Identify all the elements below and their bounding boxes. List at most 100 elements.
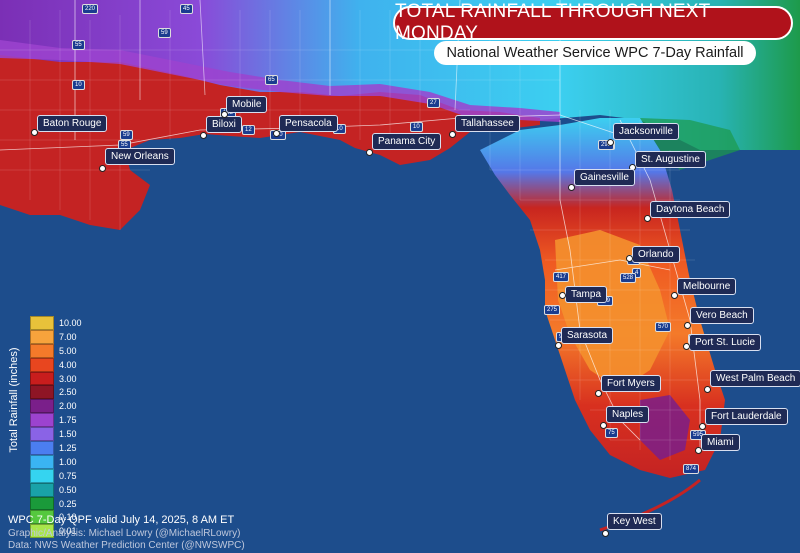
city-dot — [366, 149, 373, 156]
legend-label: 2.50 — [59, 387, 77, 398]
legend-axis-label: Total Rainfall (inches) — [8, 347, 20, 453]
interstate-shield: 75 — [605, 428, 618, 438]
city-name: Panama City — [378, 136, 436, 147]
city-name: Miami — [707, 437, 734, 448]
interstate-shield: 528 — [620, 273, 637, 283]
city-label-jacksonville: Jacksonville — [607, 123, 679, 146]
city-dot — [684, 322, 691, 329]
state-boundaries — [139, 0, 561, 115]
legend-label: 1.25 — [59, 443, 77, 454]
city-name: Mobile — [232, 99, 262, 110]
legend-swatch: 2.00 — [30, 399, 77, 414]
city-label-key-west: Key West — [602, 513, 662, 537]
footer-data-source: Data: NWS Weather Prediction Center (@NW… — [8, 540, 245, 551]
legend-swatch: 0.50 — [30, 482, 77, 497]
city-dot — [559, 292, 566, 299]
legend-label: 1.75 — [59, 415, 77, 426]
city-name: Fort Myers — [607, 378, 655, 389]
legend-label: 0.01 — [59, 526, 77, 537]
interstate-shield: 65 — [265, 75, 278, 85]
city-dot — [683, 343, 690, 350]
legend-label: 1.00 — [59, 456, 77, 467]
city-dot — [695, 447, 702, 454]
legend-label: 5.00 — [59, 345, 77, 356]
city-name: Baton Rouge — [43, 118, 102, 129]
city-label-tampa: Tampa — [559, 286, 608, 303]
city-dot — [607, 139, 614, 146]
city-label-vero-beach: Vero Beach — [684, 307, 754, 329]
footer-valid-time: WPC 7-Day QPF valid July 14, 2025, 8 AM … — [8, 514, 235, 526]
footer-credit: Graphic/Analysis: Michael Lowry (@Michae… — [8, 528, 241, 539]
central-florida-orange — [555, 230, 670, 390]
legend-label: 0.50 — [59, 484, 77, 495]
legend-label: 0.75 — [59, 470, 77, 481]
city-label-pensacola: Pensacola — [273, 115, 338, 137]
city-dot — [449, 131, 456, 138]
city-dot — [699, 423, 706, 430]
city-label-daytona-beach: Daytona Beach — [644, 201, 731, 222]
legend-swatch: 1.50 — [30, 427, 77, 442]
city-name: Biloxi — [212, 119, 236, 130]
city-dot — [644, 215, 651, 222]
city-label-fort-lauderdale: Fort Lauderdale — [699, 408, 788, 430]
city-dot — [221, 111, 228, 118]
city-dot — [704, 386, 711, 393]
city-name: Melbourne — [683, 281, 731, 292]
city-dot — [99, 165, 106, 172]
city-label-tallahassee: Tallahassee — [449, 115, 520, 138]
legend-label: 0.25 — [59, 498, 77, 509]
legend-swatch: 5.00 — [30, 343, 77, 358]
city-label-panama-city: Panama City — [366, 133, 442, 156]
city-dot — [273, 130, 280, 137]
legend-swatch: 0.01 — [30, 524, 77, 539]
city-label-orlando: Orlando — [626, 246, 680, 263]
map-subtitle: National Weather Service WPC 7-Day Rainf… — [434, 41, 756, 65]
city-label-west-palm-beach: West Palm Beach — [704, 370, 800, 393]
city-label-biloxi: Biloxi — [200, 116, 242, 139]
legend-swatch: 0.75 — [30, 468, 77, 483]
south-florida-purple — [640, 395, 690, 460]
legend-label: 7.00 — [59, 331, 77, 342]
interstate-shield: 874 — [683, 464, 700, 474]
city-name: Key West — [613, 516, 656, 527]
city-dot — [626, 255, 633, 262]
legend-swatch: 1.00 — [30, 454, 77, 469]
city-name: Orlando — [638, 249, 674, 260]
city-name: Jacksonville — [619, 126, 673, 137]
interstate-shield: 417 — [553, 272, 570, 282]
city-label-st-augustine: St. Augustine — [629, 151, 706, 171]
legend-label: 0.10 — [59, 512, 77, 523]
city-name: Tallahassee — [461, 118, 514, 129]
county-lines — [0, 10, 720, 460]
rainfall-legend: 10.00 7.00 5.00 4.00 3.00 2.50 2.00 1.75 1.50 1.2… — [30, 316, 82, 539]
interstate-shield: 220 — [82, 4, 99, 14]
interstate-shield: 59 — [158, 28, 171, 38]
city-dot — [200, 132, 207, 139]
legend-label: 4.00 — [59, 359, 77, 370]
city-name: Gainesville — [580, 172, 629, 183]
city-dot — [568, 184, 575, 191]
city-name: West Palm Beach — [716, 373, 796, 384]
city-dot — [600, 422, 607, 429]
map-title: TOTAL RAINFALL THROUGH NEXT MONDAY — [393, 1, 793, 44]
city-name: Naples — [612, 409, 644, 420]
legend-swatch: 0.25 — [30, 496, 77, 511]
city-label-miami: Miami — [695, 434, 740, 454]
interstate-shield: 570 — [655, 322, 672, 332]
city-label-baton-rouge: Baton Rouge — [31, 115, 108, 136]
legend-swatch: 3.00 — [30, 371, 77, 386]
interstate-shield: 45 — [180, 4, 193, 14]
city-name: New Orleans — [111, 151, 169, 162]
interstate-shield: 12 — [242, 125, 255, 135]
city-name: Tampa — [571, 289, 602, 300]
city-dot — [555, 342, 562, 349]
legend-swatch: 1.25 — [30, 441, 77, 455]
legend-swatch: 2.50 — [30, 385, 77, 400]
city-dot — [595, 390, 602, 397]
legend-swatch: 0.10 — [30, 510, 77, 525]
city-label-gainesville: Gainesville — [568, 169, 635, 191]
interstate-shield: 275 — [544, 305, 561, 315]
interstate-shield: 295 — [598, 140, 615, 150]
